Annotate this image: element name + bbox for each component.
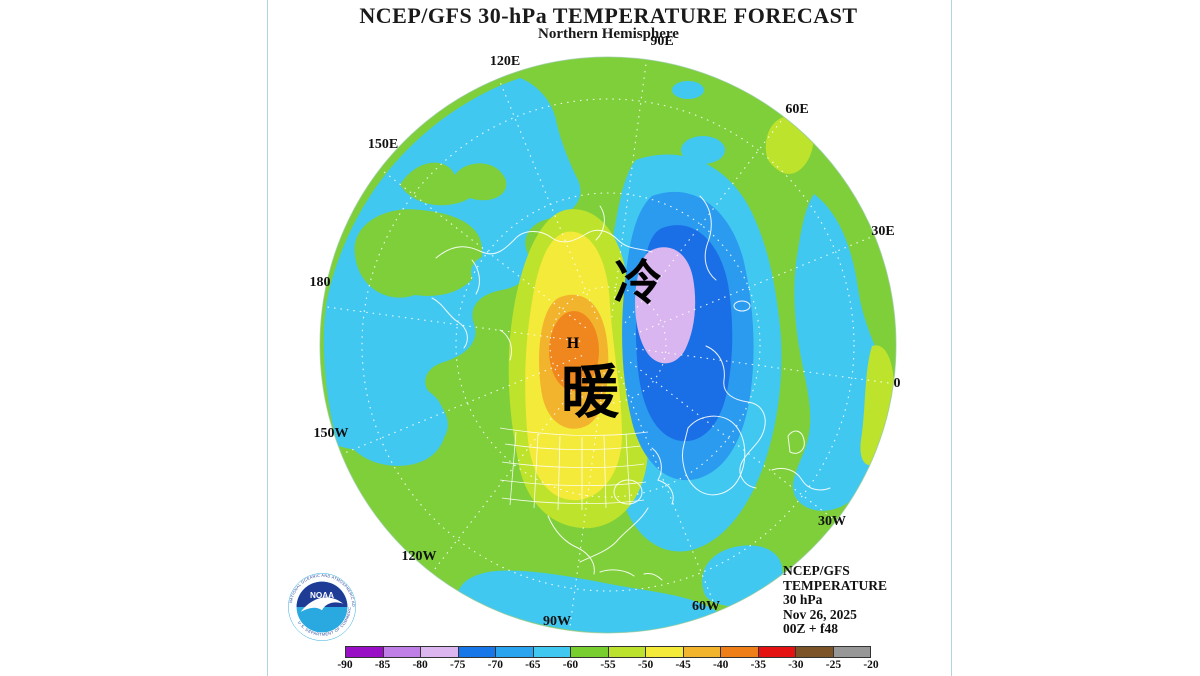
plot-frame [267, 0, 952, 676]
lon-label-0: 0 [893, 376, 901, 391]
colorbar-tick: -55 [600, 659, 616, 671]
lon-label-30E: 30E [871, 224, 895, 239]
top-cyan-blob-2 [681, 136, 725, 164]
lon-label-60W: 60W [692, 599, 720, 614]
colorbar-segment [495, 646, 534, 658]
map-rim [319, 56, 897, 634]
forecast-info-block: NCEP/GFS TEMPERATURE 30 hPa Nov 26, 2025… [783, 563, 888, 637]
colorbar-tick: -80 [412, 659, 428, 671]
temperature-colorbar [345, 646, 871, 658]
top-cyan-blob-1 [672, 81, 704, 99]
colorbar-segment [382, 646, 421, 658]
warm-orange-core [549, 311, 599, 391]
colorbar-segment [420, 646, 459, 658]
colorbar-segment [457, 646, 496, 658]
vortex-lavender-core [635, 247, 696, 364]
state-boundary-grid [499, 427, 649, 511]
lon-label-150E: 150E [367, 137, 399, 152]
high-marker: H [566, 335, 580, 352]
colorbar-tick: -20 [863, 659, 879, 671]
page-subtitle: Northern Hemisphere [538, 26, 679, 42]
colorbar-segment [832, 646, 871, 658]
colorbar-segment [345, 646, 384, 658]
warm-char: 暖 [560, 358, 620, 426]
colorbar-segment [570, 646, 609, 658]
lon-label-180: 180 [309, 275, 331, 290]
lon-label-30W: 30W [818, 514, 846, 529]
colorbar-segment [757, 646, 796, 658]
colorbar-tick: -70 [487, 659, 503, 671]
okhotsk-cyan-blob [471, 255, 513, 289]
colorbar-tick: -65 [525, 659, 541, 671]
colorbar-tick: -35 [750, 659, 766, 671]
graticule [320, 57, 896, 633]
logo-gull-icon [300, 597, 344, 612]
lon-label-90W: 90W [543, 614, 571, 629]
info-line-cycle: 00Z + f48 [783, 621, 838, 636]
left-cyan-blob [342, 377, 447, 466]
page-title: NCEP/GFS 30-hPa TEMPERATURE FORECAST [359, 3, 858, 28]
colorbar-segment [645, 646, 684, 658]
colorbar-segment [607, 646, 646, 658]
colorbar-segment [532, 646, 571, 658]
colorbar-tick: -45 [675, 659, 691, 671]
bottom-cyan-band [458, 570, 718, 633]
colorbar-tick: -60 [562, 659, 579, 671]
lon-label-60E: 60E [785, 102, 809, 117]
colorbar-tick: -40 [713, 659, 729, 671]
coastlines [431, 195, 831, 581]
colorbar-tick: -25 [825, 659, 842, 671]
colorbar-tick: -50 [637, 659, 654, 671]
siberia-land-green-2 [354, 209, 483, 298]
lon-label-90E: 90E [650, 34, 674, 49]
colorbar-segment [682, 646, 721, 658]
colorbar-tick-labels: -90 -85 -80 -75 -70 -65 -60 -55 -50 -45 -40 -35 -30 -… [337, 659, 878, 673]
colorbar-segment [795, 646, 834, 658]
colorbar-segment [720, 646, 759, 658]
lon-label-150W: 150W [313, 426, 349, 441]
colorbar-tick: -85 [374, 659, 391, 671]
info-line-variable: TEMPERATURE [783, 577, 888, 593]
colorbar-tick: -75 [450, 659, 466, 671]
colorbar-tick: -90 [337, 659, 353, 671]
info-line-date: Nov 26, 2025 [783, 606, 857, 622]
colorbar-tick: -30 [788, 659, 804, 671]
siberia-land-green [400, 162, 507, 206]
info-line-model: NCEP/GFS [783, 563, 850, 578]
cold-char: 冷 [613, 255, 663, 311]
lon-label-120E: 120E [489, 54, 521, 69]
lon-label-120W: 120W [401, 549, 437, 564]
logo-acronym: NOAA [310, 591, 334, 600]
noaa-logo: NATIONAL OCEANIC AND ATMOSPHERIC ADMINIS… [288, 573, 356, 641]
info-line-level: 30 hPa [783, 592, 823, 607]
